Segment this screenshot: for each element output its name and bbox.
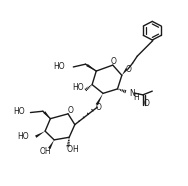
Polygon shape [48,140,54,149]
Polygon shape [86,64,96,71]
Text: O: O [126,65,132,74]
Polygon shape [43,111,50,119]
Text: H: H [133,93,139,102]
Polygon shape [96,93,103,105]
Text: O: O [67,106,73,115]
Text: O: O [111,57,117,65]
Polygon shape [122,68,128,75]
Text: 'OH: 'OH [65,145,79,154]
Text: OH: OH [39,147,51,156]
Text: O: O [96,103,102,112]
Text: HO: HO [73,83,84,92]
Polygon shape [35,131,45,138]
Text: N: N [130,89,135,98]
Text: HO: HO [13,107,25,116]
Text: O: O [144,99,150,108]
Text: HO: HO [53,62,65,70]
Text: HO: HO [17,132,29,141]
